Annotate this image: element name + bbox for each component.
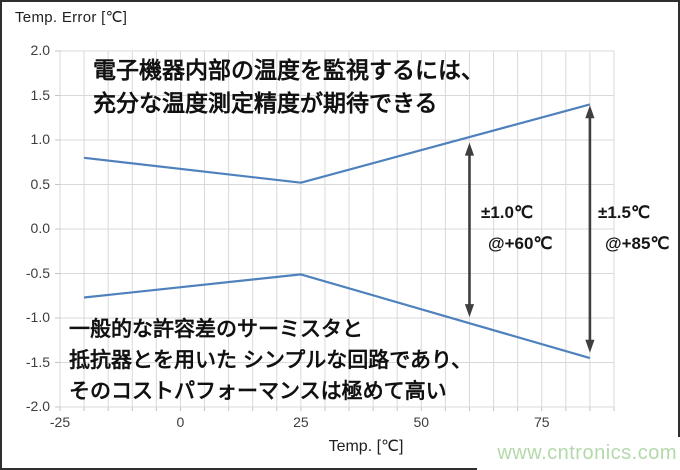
series-upper-error-bound — [83, 103, 591, 184]
note-upper-line1: 電子機器内部の温度を監視するには、 — [93, 57, 484, 83]
note-upper-line2: 充分な温度測定精度が期待できる — [93, 90, 438, 116]
x-tick-label: -25 — [49, 414, 71, 430]
note-upper: 電子機器内部の温度を監視するには、 充分な温度測定精度が期待できる — [93, 54, 484, 120]
annotation-error-condition: @+60℃ — [488, 234, 553, 253]
arrowhead-down-icon — [464, 304, 475, 318]
y-tick-label: -2.0 — [25, 398, 50, 414]
x-tick-label: 50 — [413, 414, 430, 430]
series-lower-error-bound — [83, 273, 591, 360]
annotation-error-condition: @+85℃ — [605, 234, 670, 253]
y-tick-label: 1.0 — [30, 131, 50, 147]
annotation-error-at-85c: ±1.5℃ @+85℃ — [598, 197, 670, 259]
x-tick-label: 75 — [533, 414, 550, 430]
y-tick-label: -1.0 — [25, 309, 50, 325]
watermark-text: www.cntronics.com — [497, 442, 677, 464]
arrowhead-up-icon — [585, 105, 595, 119]
arrowhead-up-icon — [464, 142, 475, 156]
y-tick-label: -1.5 — [25, 353, 50, 370]
x-tick-label: 25 — [293, 414, 309, 430]
y-tick-label: -0.5 — [25, 264, 50, 281]
arrowhead-down-icon — [585, 339, 595, 353]
annotation-error-value: ±1.5℃ — [598, 203, 651, 222]
annotation-error-value: ±1.0℃ — [481, 203, 534, 222]
y-axis-title: Temp. Error [℃] — [15, 9, 128, 26]
y-tick-label: 1.5 — [30, 86, 50, 103]
y-tick-label: 2.0 — [30, 42, 50, 58]
watermark-box: www.cntronics.com — [477, 437, 680, 470]
y-tick-label: 0.5 — [30, 175, 50, 192]
x-axis-title: Temp. [℃] — [328, 438, 404, 455]
note-lower: 一般的な許容差のサーミスタと 抵抗器とを用いた シンプルな回路であり、 そのコス… — [69, 314, 472, 407]
note-lower-line3: そのコストパフォーマンスは極めて高い — [69, 380, 447, 403]
annotation-error-at-60c: ±1.0℃ @+60℃ — [481, 197, 553, 259]
y-tick-label: 0.0 — [30, 220, 50, 236]
x-tick-label: 0 — [176, 414, 185, 430]
note-lower-line2: 抵抗器とを用いた シンプルな回路であり、 — [69, 349, 473, 372]
note-lower-line1: 一般的な許容差のサーミスタと — [69, 318, 363, 341]
